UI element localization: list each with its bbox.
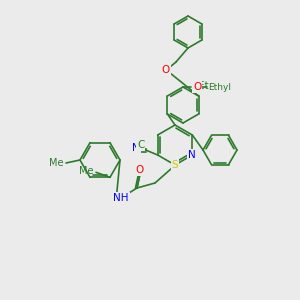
Text: O: O	[162, 65, 170, 75]
Text: Ethyl: Ethyl	[208, 82, 231, 91]
Text: Et: Et	[198, 81, 208, 91]
Text: Me: Me	[50, 158, 64, 168]
Text: O: O	[136, 165, 144, 175]
Text: C: C	[137, 140, 144, 150]
Text: N: N	[132, 143, 140, 153]
Text: S: S	[172, 160, 178, 170]
Text: O: O	[193, 82, 201, 92]
Text: N: N	[188, 150, 196, 160]
Text: NH: NH	[113, 193, 129, 203]
Text: Me: Me	[80, 166, 94, 176]
